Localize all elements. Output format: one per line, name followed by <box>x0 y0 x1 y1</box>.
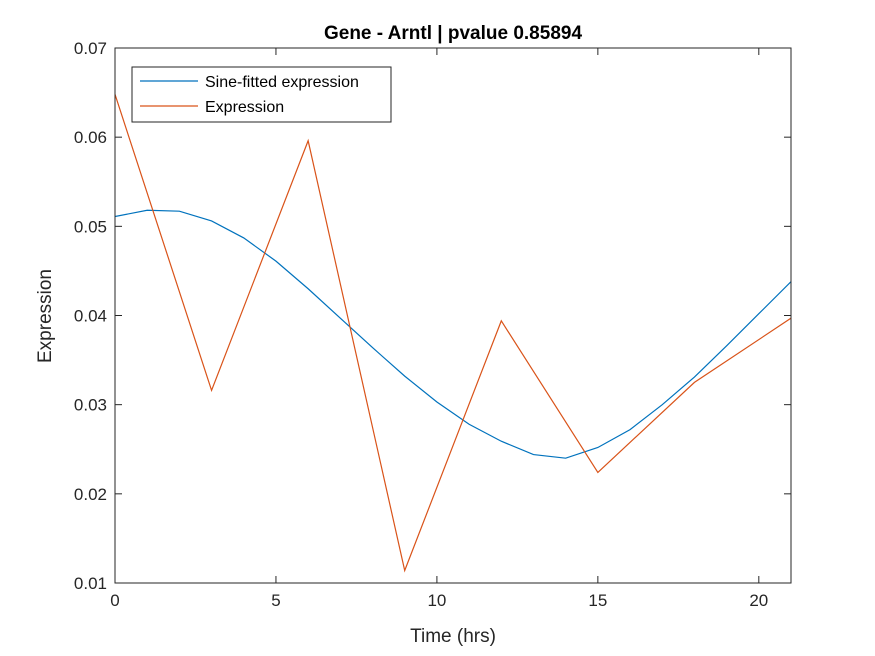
y-tick-label: 0.03 <box>74 396 107 415</box>
x-tick-label: 10 <box>427 591 446 610</box>
plot-background <box>115 48 791 583</box>
chart-title: Gene - Arntl | pvalue 0.85894 <box>324 23 582 44</box>
y-tick-label: 0.02 <box>74 485 107 504</box>
x-tick-label: 5 <box>271 591 280 610</box>
series-line-2 <box>115 94 791 573</box>
y-tick-label: 0.07 <box>74 39 107 58</box>
x-tick-label: 0 <box>110 591 119 610</box>
legend-box <box>131 66 392 123</box>
legend: Sine-fitted expression Expression <box>131 66 392 123</box>
y-tick-label: 0.05 <box>74 217 107 236</box>
y-tick-label: 0.01 <box>74 574 107 593</box>
y-tick-label: 0.06 <box>74 128 107 147</box>
legend-label-1: Sine-fitted expression <box>205 74 359 91</box>
series-line-1 <box>115 209 791 459</box>
x-tick-label: 20 <box>749 591 768 610</box>
legend-label-2: Expression <box>205 99 284 116</box>
y-tick-label: 0.04 <box>74 307 107 326</box>
x-tick-label: 15 <box>588 591 607 610</box>
y-axis-label: Expression <box>35 269 56 363</box>
series-group <box>115 94 791 573</box>
x-axis-label: Time (hrs) <box>410 626 496 647</box>
plot-area: 0 5 10 15 20 0.01 0.02 0.03 0.04 0.05 0.06 0.07 <box>74 39 792 610</box>
